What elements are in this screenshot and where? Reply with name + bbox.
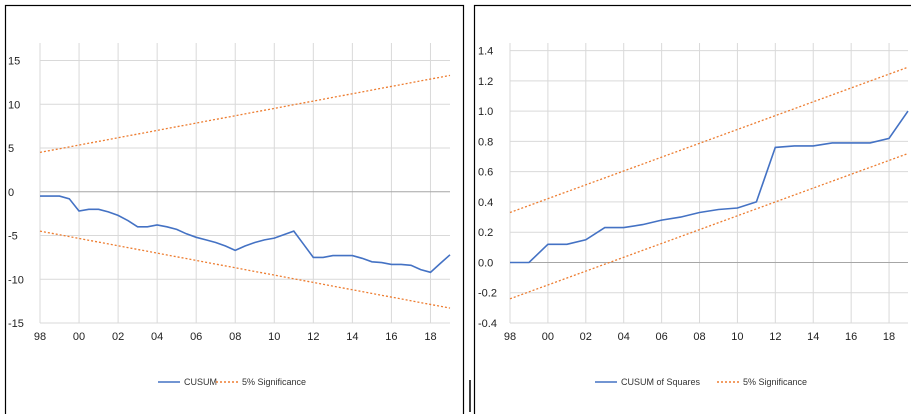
chart0-x-tick-label: 14	[346, 331, 358, 343]
chart1-legend-label: CUSUM of Squares	[621, 377, 701, 387]
chart0-legend-label: 5% Significance	[242, 377, 306, 387]
chart0-y-tick-label: -15	[8, 318, 24, 330]
chart1-y-tick-label: 0.8	[478, 136, 493, 148]
chart0-y-tick-label: 10	[8, 99, 20, 111]
chart1-x-tick-label: 06	[655, 331, 667, 343]
chart1-x-tick-label: 98	[504, 331, 516, 343]
chart1-y-tick-label: 1.2	[478, 76, 493, 88]
chart0-x-tick-label: 08	[229, 331, 241, 343]
chart0-y-tick-label: -10	[8, 274, 24, 286]
chart1-y-tick-label: -0.4	[478, 318, 497, 330]
chart0-x-tick-label: 98	[34, 331, 46, 343]
chart1-legend-label: 5% Significance	[743, 377, 807, 387]
chart1-x-tick-label: 08	[693, 331, 705, 343]
chart0-x-tick-label: 18	[424, 331, 436, 343]
chart0-y-tick-label: 0	[8, 187, 14, 199]
chart1-y-tick-label: 0.0	[478, 257, 493, 269]
chart0-y-tick-label: 5	[8, 143, 14, 155]
chart1-x-tick-label: 02	[580, 331, 592, 343]
chart1-x-tick-label: 16	[845, 331, 857, 343]
chart1-x-tick-label: 14	[807, 331, 819, 343]
chart1-y-tick-label: 1.0	[478, 106, 493, 118]
chart0-legend-label: CUSUM	[184, 377, 217, 387]
chart0-x-tick-label: 06	[190, 331, 202, 343]
chart1-y-tick-label: 0.4	[478, 197, 493, 209]
chart0-x-tick-label: 00	[73, 331, 85, 343]
chart1-x-tick-label: 10	[731, 331, 743, 343]
chart0-x-tick-label: 02	[112, 331, 124, 343]
chart0-x-tick-label: 16	[385, 331, 397, 343]
chart1-x-tick-label: 04	[618, 331, 630, 343]
chart0-x-tick-label: 12	[307, 331, 319, 343]
chart1-y-tick-label: -0.2	[478, 288, 497, 300]
chart1-x-tick-label: 12	[769, 331, 781, 343]
chart0-y-tick-label: 15	[8, 56, 20, 68]
chart1-y-tick-label: 1.4	[478, 46, 493, 58]
chart0-y-tick-label: -5	[8, 231, 18, 243]
chart0-x-tick-label: 10	[268, 331, 280, 343]
chart1-x-tick-label: 18	[883, 331, 895, 343]
chart1-x-tick-label: 00	[542, 331, 554, 343]
chart1-y-tick-label: 0.2	[478, 227, 493, 239]
chart1-y-tick-label: 0.6	[478, 167, 493, 179]
chart0-x-tick-label: 04	[151, 331, 163, 343]
